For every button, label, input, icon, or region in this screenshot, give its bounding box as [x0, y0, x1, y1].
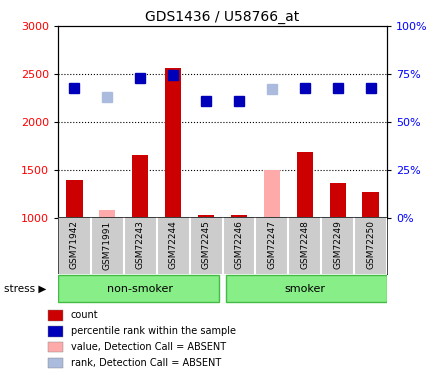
Bar: [58, 275, 219, 302]
Bar: [198, 214, 214, 217]
Bar: [49, 310, 64, 321]
Bar: [362, 192, 379, 217]
Bar: [66, 180, 83, 218]
Bar: [49, 358, 64, 368]
Text: GSM72248: GSM72248: [300, 220, 309, 269]
Bar: [296, 153, 313, 218]
Bar: [330, 183, 346, 218]
Text: stress ▶: stress ▶: [4, 284, 47, 294]
Bar: [99, 210, 116, 218]
Text: GSM72245: GSM72245: [202, 220, 210, 269]
Bar: [226, 275, 387, 302]
Text: value, Detection Call = ABSENT: value, Detection Call = ABSENT: [71, 342, 226, 352]
Text: GSM72246: GSM72246: [235, 220, 243, 269]
Title: GDS1436 / U58766_at: GDS1436 / U58766_at: [146, 10, 299, 24]
Text: GSM72250: GSM72250: [366, 220, 375, 269]
Bar: [231, 215, 247, 217]
Text: rank, Detection Call = ABSENT: rank, Detection Call = ABSENT: [71, 358, 221, 368]
Bar: [49, 342, 64, 352]
Text: percentile rank within the sample: percentile rank within the sample: [71, 326, 236, 336]
Bar: [264, 170, 280, 217]
Text: smoker: smoker: [284, 284, 325, 294]
Text: non-smoker: non-smoker: [107, 284, 173, 294]
Text: GSM72243: GSM72243: [136, 220, 145, 269]
Text: GSM71991: GSM71991: [103, 220, 112, 270]
Text: GSM72249: GSM72249: [333, 220, 342, 269]
Bar: [165, 68, 182, 218]
Bar: [49, 326, 64, 336]
Text: GSM71942: GSM71942: [70, 220, 79, 269]
Text: GSM72244: GSM72244: [169, 220, 178, 269]
Text: count: count: [71, 310, 99, 321]
Text: GSM72247: GSM72247: [267, 220, 276, 269]
Bar: [132, 155, 149, 218]
